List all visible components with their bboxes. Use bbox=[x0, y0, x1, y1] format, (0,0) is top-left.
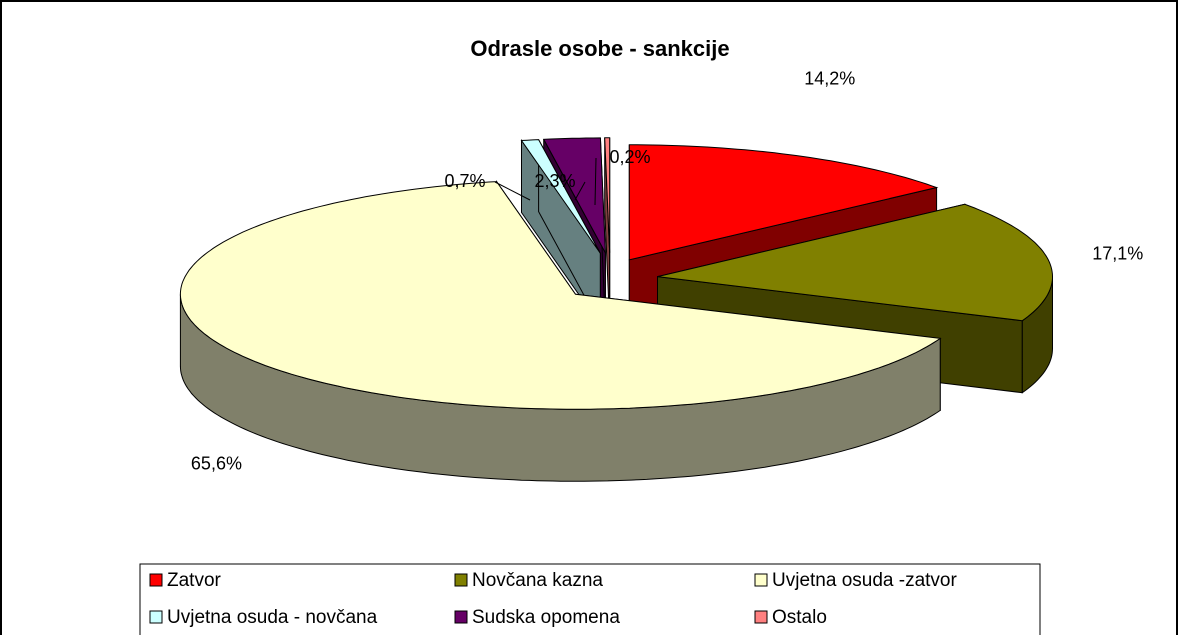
legend-label: Ostalo bbox=[772, 607, 827, 628]
legend-swatch bbox=[754, 573, 768, 587]
data-label: 0,7% bbox=[444, 171, 485, 191]
leader-line bbox=[494, 181, 531, 201]
data-label: 65,6% bbox=[191, 454, 242, 474]
slice bbox=[542, 137, 606, 254]
slice bbox=[179, 181, 942, 410]
legend-label: Uvjetna osuda - novčana bbox=[167, 607, 378, 628]
legend-swatch bbox=[454, 573, 468, 587]
legend-swatch bbox=[149, 573, 163, 587]
leader-line bbox=[594, 157, 597, 206]
legend-label: Uvjetna osuda -zatvor bbox=[772, 570, 957, 591]
legend-box bbox=[139, 563, 1041, 640]
leader-line bbox=[574, 181, 586, 201]
data-label: 17,1% bbox=[1092, 243, 1143, 263]
legend-label: Sudska opomena bbox=[472, 607, 620, 628]
legend-swatch bbox=[754, 610, 768, 624]
legend-label: Zatvor bbox=[167, 570, 222, 591]
slice bbox=[657, 203, 1053, 322]
data-label: 0,2% bbox=[609, 147, 650, 167]
data-label: 14,2% bbox=[804, 69, 855, 89]
legend-swatch bbox=[149, 610, 163, 624]
chart-title: Odrasle osobe - sankcije bbox=[470, 36, 729, 61]
slice bbox=[604, 137, 611, 253]
data-label: 2,3% bbox=[534, 171, 575, 191]
slice bbox=[628, 144, 939, 261]
legend-label: Novčana kazna bbox=[472, 570, 603, 591]
legend-swatch bbox=[454, 610, 468, 624]
slice bbox=[520, 139, 601, 254]
